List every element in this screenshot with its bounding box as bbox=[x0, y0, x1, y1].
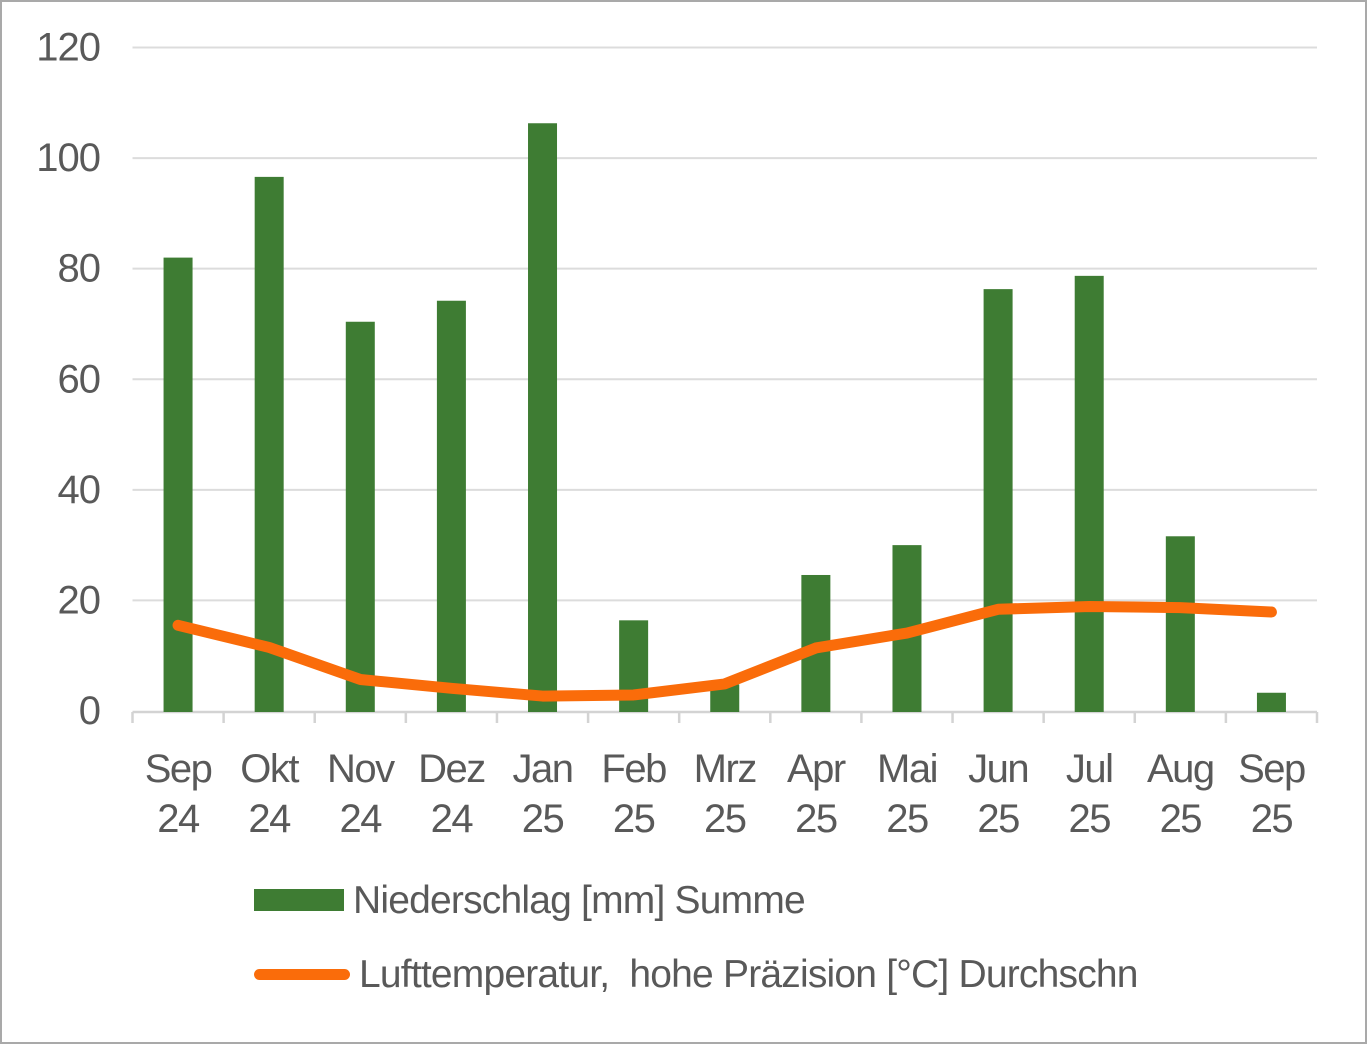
bar-jun-25 bbox=[983, 289, 1013, 712]
x-axis-label-sep-25: Sep 25 bbox=[1238, 747, 1305, 841]
x-axis-label-jan-25: Jan 25 bbox=[513, 747, 573, 841]
x-axis-label-apr-25: Apr 25 bbox=[787, 747, 846, 841]
x-axis-label-mai-25: Mai 25 bbox=[877, 747, 937, 841]
bar-series-swatch bbox=[254, 889, 344, 911]
legend-label-lufttemperatur: Lufttemperatur, hohe Präzision [°C] Durc… bbox=[359, 952, 1139, 996]
x-axis-label-feb-25: Feb 25 bbox=[601, 747, 666, 841]
bar-aug-25 bbox=[1165, 536, 1195, 712]
y-axis-label-120: 120 bbox=[36, 26, 100, 70]
legend-label-niederschlag: Niederschlag [mm] Summe bbox=[353, 878, 806, 922]
legend-item-lufttemperatur: Lufttemperatur, hohe Präzision [°C] Durc… bbox=[254, 948, 1139, 1000]
line-series-swatch bbox=[254, 968, 350, 980]
y-axis-label-60: 60 bbox=[58, 357, 101, 401]
x-axis-label-dez-24: Dez 24 bbox=[418, 747, 485, 841]
x-axis-label-aug-25: Aug 25 bbox=[1147, 747, 1214, 841]
bar-okt-24 bbox=[254, 176, 284, 712]
y-axis-label-80: 80 bbox=[58, 247, 101, 291]
y-axis-label-0: 0 bbox=[79, 689, 100, 733]
x-axis-label-jun-25: Jun 25 bbox=[968, 747, 1028, 841]
y-axis-label-20: 20 bbox=[58, 578, 101, 622]
y-axis-label-40: 40 bbox=[58, 468, 101, 512]
y-axis-label-100: 100 bbox=[36, 136, 100, 180]
bar-sep-25 bbox=[1256, 692, 1286, 712]
x-axis-label-jul-25: Jul 25 bbox=[1066, 747, 1113, 841]
x-axis-label-sep-24: Sep 24 bbox=[145, 747, 212, 841]
bar-sep-24 bbox=[163, 257, 193, 712]
bar-nov-24 bbox=[345, 321, 375, 712]
temperature-line bbox=[172, 600, 1277, 702]
bar-jul-25 bbox=[1074, 275, 1104, 712]
bar-jan-25 bbox=[528, 123, 558, 713]
legend-item-niederschlag: Niederschlag [mm] Summe bbox=[254, 874, 1138, 926]
legend: Niederschlag [mm] Summe Lufttemperatur, … bbox=[254, 874, 1139, 1000]
x-axis-label-mrz-25: Mrz 25 bbox=[694, 747, 757, 841]
x-axis-label-okt-24: Okt 24 bbox=[240, 747, 299, 841]
bar-dez-24 bbox=[436, 300, 466, 712]
x-axis-label-nov-24: Nov 24 bbox=[327, 747, 395, 841]
